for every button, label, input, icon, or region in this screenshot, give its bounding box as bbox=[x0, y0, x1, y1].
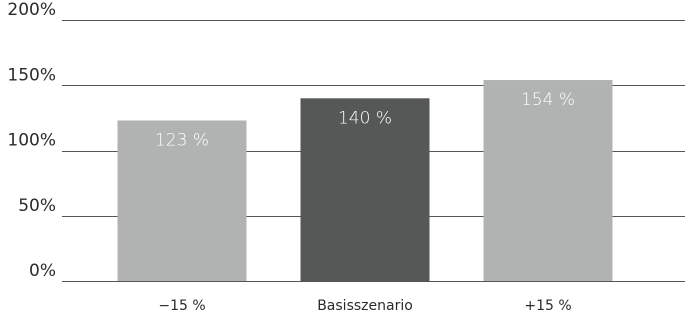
bar-0 bbox=[117, 120, 247, 281]
y-tick-label-200: 200% bbox=[7, 0, 56, 20]
y-axis-tick-labels: 0% 50% 100% 150% 200% bbox=[7, 0, 56, 281]
y-tick-label-0: 0% bbox=[29, 261, 56, 281]
x-category-label-1: Basisszenario bbox=[317, 298, 413, 314]
x-axis-category-labels: −15 % Basisszenario +15 % bbox=[158, 298, 571, 314]
bar-1 bbox=[300, 98, 430, 281]
x-category-label-2: +15 % bbox=[524, 298, 571, 314]
data-label-1: 140 % bbox=[338, 108, 392, 128]
data-label-0: 123 % bbox=[155, 130, 209, 150]
y-tick-label-150: 150% bbox=[7, 65, 56, 85]
bar-2 bbox=[483, 80, 613, 281]
y-tick-label-50: 50% bbox=[18, 196, 56, 216]
x-category-label-0: −15 % bbox=[158, 298, 205, 314]
bars: 123 % 140 % 154 % bbox=[117, 80, 613, 281]
data-label-2: 154 % bbox=[521, 90, 575, 110]
y-tick-label-100: 100% bbox=[7, 131, 56, 151]
